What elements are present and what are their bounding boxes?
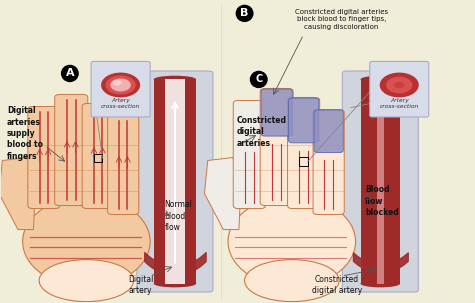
Text: Constricted
digital artery: Constricted digital artery xyxy=(312,275,362,295)
Ellipse shape xyxy=(250,71,268,88)
Ellipse shape xyxy=(361,280,400,287)
Ellipse shape xyxy=(39,260,133,301)
Bar xyxy=(361,79,400,284)
Polygon shape xyxy=(204,158,241,230)
Text: Digital
artery: Digital artery xyxy=(128,275,153,295)
FancyBboxPatch shape xyxy=(91,62,150,117)
Text: B: B xyxy=(240,8,249,18)
Ellipse shape xyxy=(23,197,150,287)
Text: Digital
arteries
supply
blood to
fingers: Digital arteries supply blood to fingers xyxy=(7,106,43,161)
Bar xyxy=(94,154,103,162)
Polygon shape xyxy=(0,158,36,230)
FancyBboxPatch shape xyxy=(370,62,429,117)
Bar xyxy=(154,79,196,284)
Text: A: A xyxy=(66,68,74,78)
FancyBboxPatch shape xyxy=(313,109,344,215)
Bar xyxy=(164,79,185,284)
Ellipse shape xyxy=(113,80,122,85)
Ellipse shape xyxy=(61,65,79,82)
Text: Normal
blood
flow: Normal blood flow xyxy=(164,201,192,232)
Ellipse shape xyxy=(236,5,254,22)
FancyBboxPatch shape xyxy=(108,115,139,215)
FancyBboxPatch shape xyxy=(55,95,88,205)
Ellipse shape xyxy=(386,77,412,93)
Ellipse shape xyxy=(154,76,196,83)
Text: Constricted
digital
arteries: Constricted digital arteries xyxy=(237,116,286,148)
FancyBboxPatch shape xyxy=(137,71,213,292)
Ellipse shape xyxy=(228,197,356,287)
Text: Artery
cross-section: Artery cross-section xyxy=(101,98,140,109)
Text: C: C xyxy=(255,75,262,85)
Ellipse shape xyxy=(245,260,339,301)
Ellipse shape xyxy=(105,75,136,95)
Text: Artery
cross-section: Artery cross-section xyxy=(380,98,419,109)
Bar xyxy=(377,79,384,284)
Text: Blood
flow
blocked: Blood flow blocked xyxy=(365,185,399,217)
FancyBboxPatch shape xyxy=(288,98,319,143)
FancyBboxPatch shape xyxy=(287,98,320,208)
FancyBboxPatch shape xyxy=(82,103,114,208)
FancyBboxPatch shape xyxy=(261,89,292,136)
Ellipse shape xyxy=(394,82,404,88)
Ellipse shape xyxy=(110,78,131,92)
Text: Constricted digital arteries
block blood to finger tips,
causing discoloration: Constricted digital arteries block blood… xyxy=(295,9,388,30)
FancyBboxPatch shape xyxy=(233,101,266,208)
Ellipse shape xyxy=(380,73,419,98)
FancyBboxPatch shape xyxy=(342,71,418,292)
Ellipse shape xyxy=(154,280,196,287)
Ellipse shape xyxy=(361,76,400,83)
FancyBboxPatch shape xyxy=(28,106,60,208)
FancyBboxPatch shape xyxy=(314,110,343,152)
Ellipse shape xyxy=(101,73,140,98)
FancyBboxPatch shape xyxy=(260,88,293,205)
Bar xyxy=(299,157,308,166)
